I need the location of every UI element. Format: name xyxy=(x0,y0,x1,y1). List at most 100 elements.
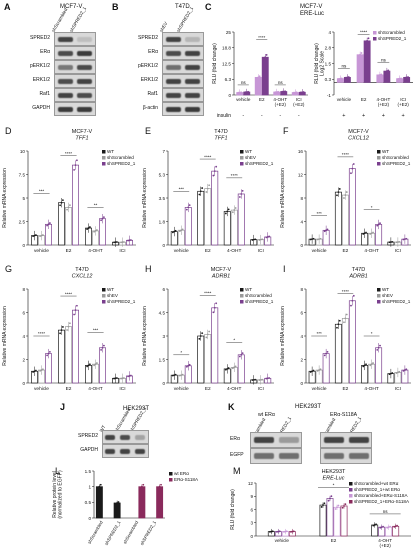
x-tick-label: E2 xyxy=(331,538,337,543)
data-point xyxy=(33,370,36,373)
x-tick-label: vehicle xyxy=(34,386,49,392)
insulin-sign: + xyxy=(362,113,365,119)
data-point xyxy=(241,190,244,192)
blot-band xyxy=(279,453,299,460)
panel-d-chart: 0 2.5 5 7.5 10 vehicle E2 4-OHT ICI Relative mRNA… xyxy=(2,126,136,254)
data-point xyxy=(396,524,398,527)
data-point xyxy=(344,317,347,320)
data-point xyxy=(240,353,243,356)
x-tick-label: 4-OHT xyxy=(88,386,102,392)
blot-row-label: Raf1 xyxy=(39,91,50,97)
y-tick-label: 25 xyxy=(226,30,232,35)
data-point xyxy=(391,372,394,374)
x-tick-label: 4-OHT (+E2) xyxy=(376,97,390,107)
legend-swatch xyxy=(373,37,377,41)
y-tick-label: 0 xyxy=(250,534,253,539)
data-point xyxy=(73,313,75,316)
y-tick-label: 0 xyxy=(300,243,303,248)
data-point xyxy=(139,487,142,490)
y-tick-label: 0 xyxy=(88,516,91,521)
legend-label: shSPRED2_1+ERα-S118A xyxy=(354,499,410,504)
bar xyxy=(261,56,269,96)
y-axis-label: Relative mRNA expression xyxy=(142,306,148,366)
panel-label-a: A xyxy=(4,2,11,12)
legend-label: WT xyxy=(107,287,114,292)
chart-title: MCF7-V xyxy=(72,129,93,135)
legend-swatch xyxy=(240,300,244,304)
data-point xyxy=(227,208,230,211)
data-point xyxy=(319,237,322,240)
data-point xyxy=(294,91,297,94)
chart-title: T47D xyxy=(352,267,365,273)
data-point xyxy=(351,167,354,170)
blot-band xyxy=(77,36,92,42)
x-tick-label: ICI xyxy=(395,248,401,254)
data-point xyxy=(121,241,124,244)
data-point xyxy=(96,229,98,231)
y-tick-label: 12 xyxy=(248,481,254,486)
panel-a-col-1: shScrambled xyxy=(50,7,69,34)
blot-row-label: pERK1/2 xyxy=(29,63,50,69)
data-point xyxy=(377,223,380,226)
y-axis-label: Relative mRNA expression xyxy=(2,306,8,366)
data-point xyxy=(199,335,202,337)
x-tick-label: ICI (+E2) xyxy=(293,97,305,107)
blot-row-label: ERK1/2 xyxy=(32,77,50,83)
chart-title: T47D xyxy=(75,267,88,273)
blot-row-label: ERα xyxy=(230,436,240,442)
y-tick-label: 6 xyxy=(250,507,253,512)
data-point xyxy=(40,369,43,371)
data-point xyxy=(344,194,347,196)
legend-label: WT xyxy=(245,149,252,154)
data-point xyxy=(405,368,408,371)
data-point xyxy=(233,209,236,211)
data-point xyxy=(395,241,398,244)
data-point xyxy=(93,230,95,233)
data-point xyxy=(334,508,337,510)
data-point xyxy=(259,378,262,381)
data-point xyxy=(100,219,102,222)
data-point xyxy=(336,506,338,509)
y-tick-label: 2 xyxy=(22,357,25,362)
legend-swatch xyxy=(102,294,106,298)
sig-label: *** xyxy=(316,211,322,216)
data-point xyxy=(241,352,244,355)
data-point xyxy=(60,201,63,204)
data-point xyxy=(49,222,51,224)
blot-row-label: EGFP xyxy=(230,452,244,458)
x-tick-label: E2 xyxy=(361,97,367,102)
y-tick-label: 1 xyxy=(88,484,91,489)
data-point xyxy=(323,502,326,505)
bar xyxy=(363,40,371,83)
data-point xyxy=(247,90,250,93)
blot-row-label: Raf1 xyxy=(147,91,158,97)
data-point xyxy=(173,374,176,377)
data-point xyxy=(205,191,208,193)
data-point xyxy=(201,187,204,189)
data-point xyxy=(352,294,355,297)
data-point xyxy=(234,207,237,209)
bar xyxy=(348,300,356,384)
data-point xyxy=(69,322,71,325)
chart-gene: TFF1 xyxy=(75,136,88,142)
panel-c-chart-left: 0 6.3 12.5 18.8 25 RLU (fold change) ns **** ns v… xyxy=(212,30,308,119)
blot-band xyxy=(120,434,130,440)
data-point xyxy=(379,526,382,529)
y-tick-label: 4.5 xyxy=(159,310,166,315)
y-axis-label: Relative mRNA expression xyxy=(280,306,286,366)
data-point xyxy=(338,77,340,80)
x-tick-label: E2 xyxy=(342,248,348,254)
insulin-sign: - xyxy=(279,113,281,119)
data-point xyxy=(66,208,68,211)
bar xyxy=(334,191,342,246)
panel-k-group-1: wt ERα xyxy=(258,412,275,418)
data-point xyxy=(351,299,354,302)
y-axis-label: Relative mRNA expression xyxy=(142,168,148,228)
data-point xyxy=(277,90,280,93)
blot-band xyxy=(77,106,92,112)
data-point xyxy=(254,238,257,241)
blot-band xyxy=(166,50,181,56)
blot-strip xyxy=(162,46,204,60)
data-point xyxy=(362,233,365,235)
blot-band xyxy=(135,448,145,454)
